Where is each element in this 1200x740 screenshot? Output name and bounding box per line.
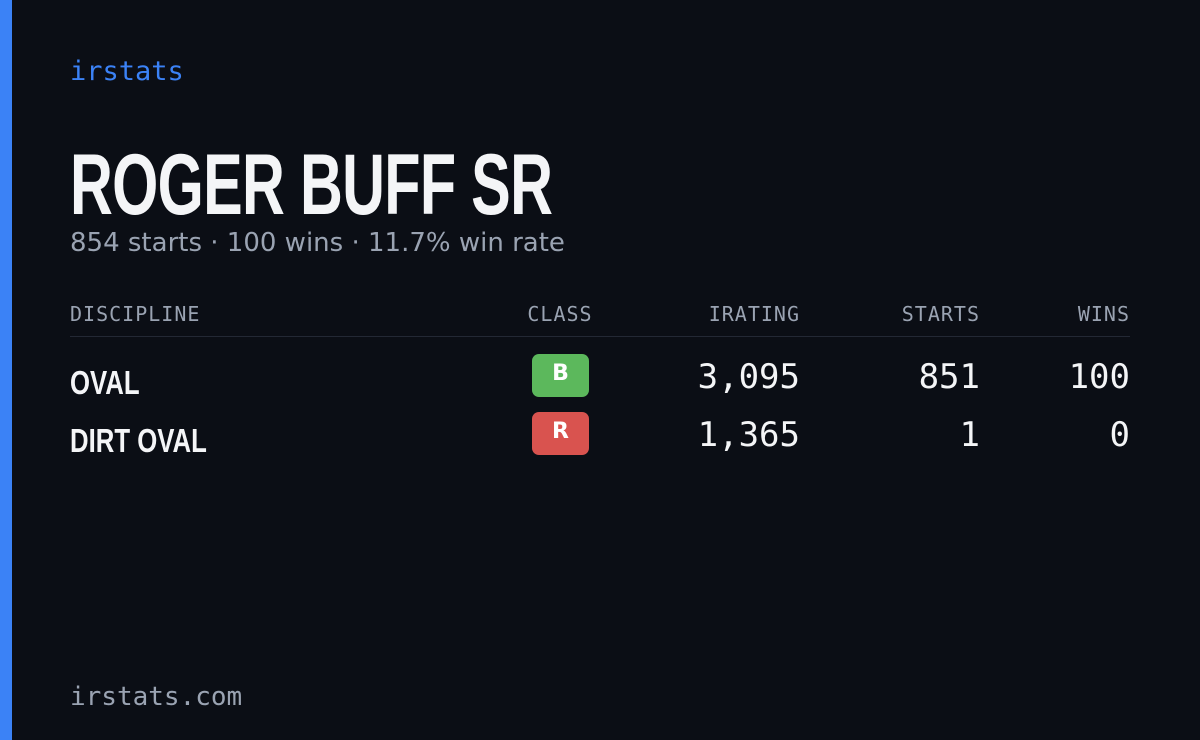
footer-url: irstats.com xyxy=(70,682,243,712)
wins: 100 xyxy=(1068,357,1130,397)
column-header: CLASS xyxy=(527,302,593,326)
irating: 1,365 xyxy=(697,415,800,455)
column-header: STARTS xyxy=(901,302,980,326)
irating: 3,095 xyxy=(697,357,800,397)
brand: irstats xyxy=(70,56,184,87)
starts: 851 xyxy=(918,357,980,397)
header-rule xyxy=(70,336,1130,337)
discipline: OVAL xyxy=(70,364,140,401)
summary: 854 starts · 100 wins · 11.7% win rate xyxy=(70,228,565,258)
column-header: IRATING xyxy=(708,302,800,326)
column-header: DISCIPLINE xyxy=(70,302,201,326)
player-name: ROGER BUFF SR xyxy=(70,137,553,233)
starts: 1 xyxy=(959,415,980,455)
accent-bar xyxy=(0,0,12,740)
column-header: WINS xyxy=(1077,302,1130,326)
discipline: DIRT OVAL xyxy=(70,422,207,459)
wins: 0 xyxy=(1109,415,1130,455)
class-badge: R xyxy=(532,412,589,455)
class-badge: B xyxy=(532,354,589,397)
